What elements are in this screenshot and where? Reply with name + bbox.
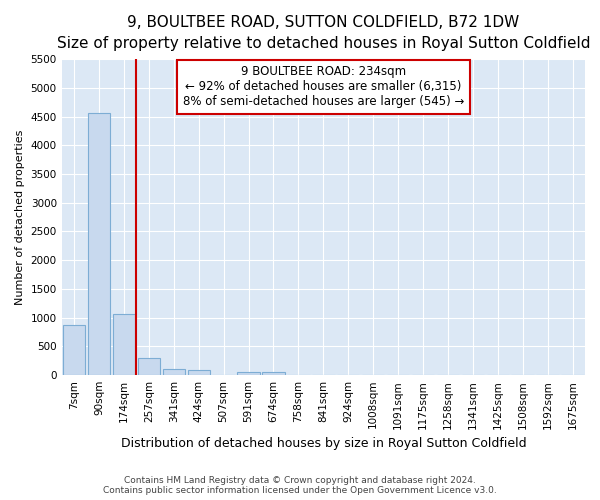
Text: Contains HM Land Registry data © Crown copyright and database right 2024.
Contai: Contains HM Land Registry data © Crown c… bbox=[103, 476, 497, 495]
Bar bbox=[163, 370, 185, 375]
X-axis label: Distribution of detached houses by size in Royal Sutton Coldfield: Distribution of detached houses by size … bbox=[121, 437, 526, 450]
Title: 9, BOULTBEE ROAD, SUTTON COLDFIELD, B72 1DW
Size of property relative to detache: 9, BOULTBEE ROAD, SUTTON COLDFIELD, B72 … bbox=[56, 15, 590, 51]
Y-axis label: Number of detached properties: Number of detached properties bbox=[15, 130, 25, 305]
Bar bbox=[88, 113, 110, 375]
Bar bbox=[262, 372, 285, 375]
Bar bbox=[63, 324, 85, 375]
Bar bbox=[137, 358, 160, 375]
Text: 9 BOULTBEE ROAD: 234sqm
← 92% of detached houses are smaller (6,315)
8% of semi-: 9 BOULTBEE ROAD: 234sqm ← 92% of detache… bbox=[182, 66, 464, 108]
Bar bbox=[113, 314, 135, 375]
Bar bbox=[238, 372, 260, 375]
Bar bbox=[188, 370, 210, 375]
